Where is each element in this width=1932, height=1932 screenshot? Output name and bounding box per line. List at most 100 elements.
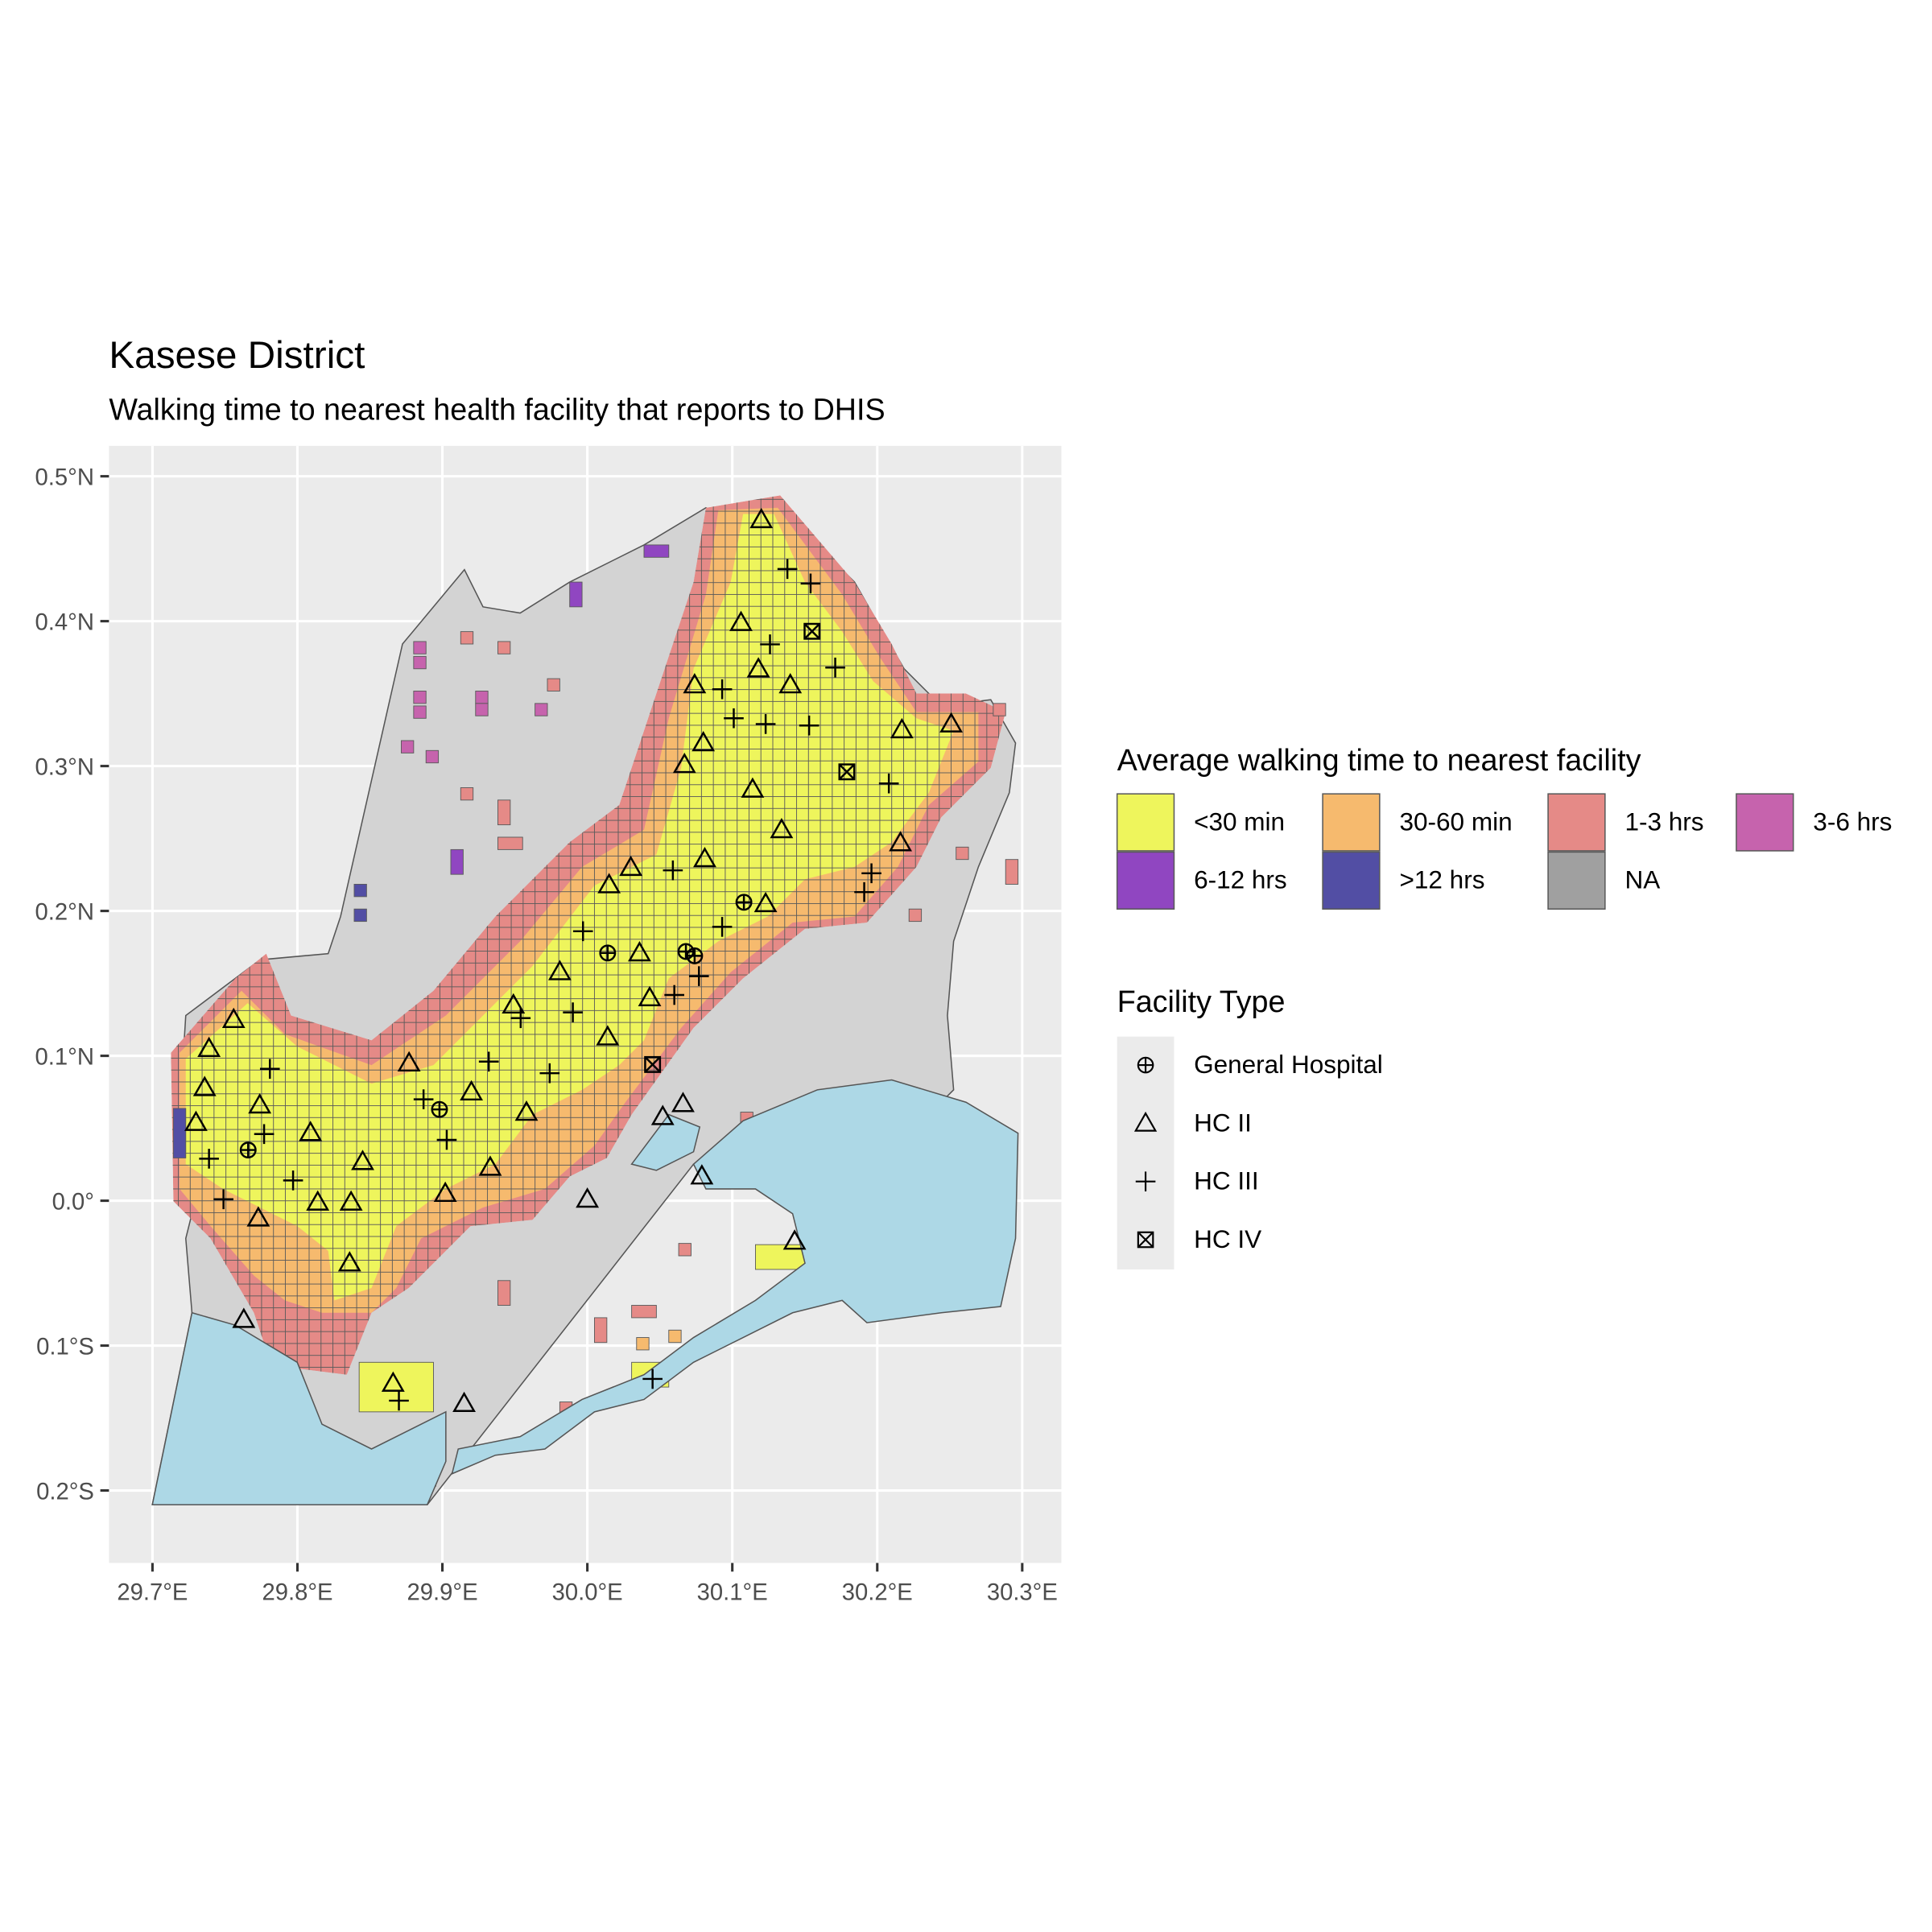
symbol-part	[514, 1100, 539, 1121]
legend-swatch	[1736, 793, 1794, 852]
symbol-part	[650, 1104, 675, 1125]
facility-legend: General Hospital HC II HC III HC IV	[1117, 1036, 1383, 1269]
facility-plus	[254, 1124, 275, 1145]
legend-key-background	[1117, 1036, 1174, 1269]
facility-triangle	[597, 873, 621, 894]
facility-triangle	[683, 673, 707, 694]
symbol-part	[547, 960, 572, 980]
facility-plus	[755, 714, 776, 734]
facility-plus	[413, 1089, 434, 1109]
symbol-part	[246, 1206, 270, 1227]
legend-label: <30 min	[1194, 807, 1285, 836]
facility-triangle	[746, 657, 770, 678]
facility-square-x	[1137, 1231, 1154, 1249]
symbol-part	[939, 712, 964, 733]
facility-triangle	[351, 1150, 374, 1170]
x-tick-label: 29.7°E	[117, 1580, 188, 1606]
symbol-part	[729, 610, 753, 631]
facility-triangle	[306, 1190, 330, 1211]
facility-points	[184, 507, 964, 1413]
kazinga-channel	[630, 1113, 701, 1171]
facility-circle-plus	[599, 944, 617, 962]
facility-triangle	[397, 1051, 421, 1072]
symbol-part	[596, 1025, 620, 1046]
symbol-part	[803, 623, 820, 640]
facility-plus	[878, 773, 899, 794]
facility-circle-plus	[677, 943, 695, 960]
x-tick-label: 29.9°E	[407, 1580, 478, 1606]
facility-circle-plus	[686, 947, 704, 964]
symbol-part	[741, 777, 765, 798]
symbol-part	[782, 1229, 807, 1250]
facility-plus	[854, 881, 874, 902]
symbol-part	[838, 763, 856, 780]
facility-triangle	[939, 712, 964, 733]
facility-legend-title: Facility Type	[1117, 985, 1286, 1018]
facility-plus	[724, 708, 744, 729]
facility-triangle	[192, 1075, 217, 1096]
symbol-part	[452, 1391, 476, 1413]
symbol-part	[306, 1190, 330, 1211]
symbol-part	[502, 993, 526, 1014]
map-subtitle: Walking time to nearest health facility …	[109, 393, 885, 427]
symbol-part	[693, 847, 716, 868]
symbol-part	[644, 1055, 662, 1073]
symbol-part	[838, 763, 856, 781]
facility-plus	[825, 657, 845, 678]
facility-triangle	[381, 1371, 405, 1392]
facility-plus	[760, 634, 780, 654]
symbol-part	[232, 1307, 256, 1328]
facility-triangle	[1133, 1111, 1158, 1132]
symbol-part	[749, 507, 774, 529]
symbol-part	[890, 717, 914, 739]
symbol-part	[753, 891, 778, 913]
symbol-part	[1137, 1232, 1154, 1248]
facility-square-x	[803, 622, 821, 640]
facility-plus	[712, 679, 733, 700]
facility-triangle	[770, 818, 794, 839]
facility-triangle	[339, 1190, 363, 1211]
symbol-part	[339, 1190, 363, 1211]
facility-plus	[800, 573, 821, 594]
symbol-part	[248, 1092, 272, 1114]
facility-triangle	[337, 1251, 361, 1272]
symbol-part	[221, 1007, 246, 1029]
facility-triangle	[478, 1155, 502, 1176]
symbol-part	[803, 622, 821, 640]
x-tick-label: 30.0°E	[552, 1580, 623, 1606]
facility-triangle	[671, 1092, 695, 1113]
symbol-part	[671, 1092, 695, 1113]
symbol-part	[628, 941, 651, 962]
facility-triangle	[749, 507, 774, 529]
symbol-part	[1137, 1231, 1154, 1249]
lake-edward	[451, 1079, 1019, 1476]
facility-triangle	[741, 777, 765, 798]
facility-triangle	[650, 1104, 675, 1125]
y-tick-label: 0.0°	[52, 1189, 94, 1215]
symbol-part	[683, 673, 707, 694]
facility-triangle	[889, 831, 913, 852]
symbol-part	[638, 985, 662, 1007]
x-tick-label: 30.1°E	[697, 1580, 768, 1606]
fill-legend: <30 min 30-60 min 1-3 hrs 3-6 hrs 6-12 hrs >1…	[1116, 793, 1892, 910]
symbol-part	[691, 731, 716, 752]
facility-plus	[563, 1002, 583, 1022]
symbol-part	[433, 1181, 457, 1203]
symbol-part	[397, 1051, 421, 1072]
facility-triangle	[197, 1036, 221, 1058]
facility-triangle	[514, 1100, 539, 1121]
y-tick-label: 0.5°N	[35, 464, 94, 490]
facility-plus	[688, 966, 709, 986]
legend-swatch	[1322, 851, 1381, 910]
facility-plus	[436, 1129, 457, 1150]
legend-swatch	[1547, 793, 1606, 852]
symbol-part	[478, 1155, 502, 1176]
facility-circle-plus	[239, 1141, 257, 1159]
legend-label: 30-60 min	[1399, 807, 1512, 836]
legend-label: 3-6 hrs	[1813, 807, 1892, 836]
symbol-part	[746, 657, 770, 678]
lake-george	[151, 1311, 447, 1505]
facility-circle-plus	[431, 1100, 448, 1118]
symbol-part	[184, 1110, 208, 1131]
